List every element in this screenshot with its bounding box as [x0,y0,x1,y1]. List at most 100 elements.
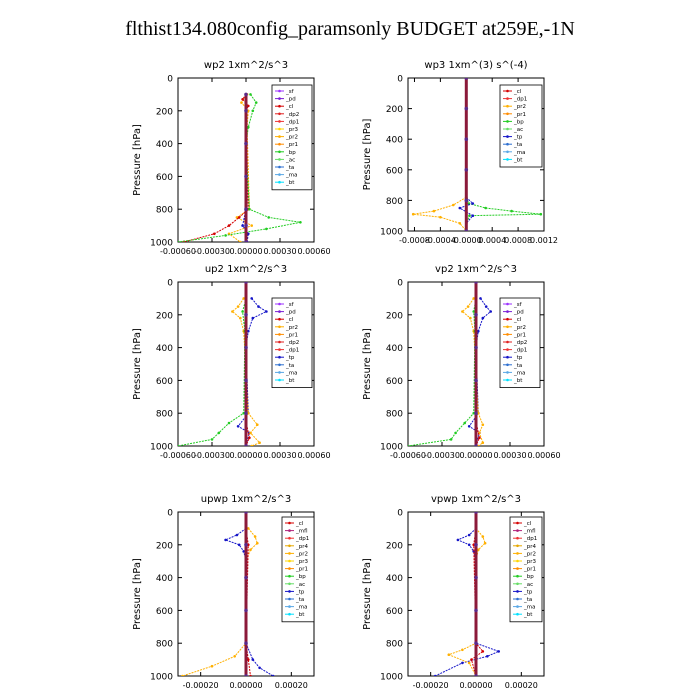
legend-marker [288,552,291,555]
data-point [456,538,460,542]
legend-label: _pr3 [285,127,299,133]
data-point [247,232,250,236]
data-point [265,310,268,313]
data-point [265,227,268,231]
data-point [244,378,248,383]
x-tick-label: 0.0008 [504,236,532,245]
y-axis-label: Pressure [hPa] [362,328,373,400]
data-point [244,674,248,676]
legend-marker [288,582,291,586]
legend-label: _pr2 [513,325,526,331]
legend-label: _ta [513,142,522,148]
legend-label: _pr1 [513,112,526,118]
data-point [244,411,248,416]
legend-marker [516,552,519,555]
data-point [251,109,255,113]
x-tick-label: -0.0000 [451,236,482,245]
data-point [249,93,252,96]
x-tick-label: -0.00020 [183,681,219,690]
series-line-tp [224,527,274,676]
data-point [244,313,248,317]
legend-marker [506,371,509,374]
y-tick-label: 0 [397,75,403,85]
legend-label: _pr4 [295,544,309,550]
legend-marker [288,590,291,593]
legend-label: _pr2 [285,325,298,331]
data-point [481,316,485,320]
legend-marker [288,521,291,525]
legend-marker [278,302,281,306]
data-point [244,575,248,580]
legend-label: _sf [285,302,295,308]
y-axis-label: Pressure [hPa] [362,119,373,191]
legend-label: _dp1 [513,348,527,354]
legend-marker [278,104,281,108]
legend-marker [506,120,509,123]
data-point [217,431,221,435]
y-tick-label: 600 [156,607,173,617]
legend-marker [506,348,509,351]
legend-marker [278,135,281,138]
legend-label: _bt [513,378,523,384]
legend-marker [278,340,281,344]
page-title: flthist134.080config_paramsonly BUDGET a… [125,18,575,40]
data-point [244,223,248,228]
y-tick-label: 800 [156,206,173,216]
legend-marker [506,158,509,161]
y-tick-label: 1000 [150,673,173,683]
x-tick-label: 0.00000 [229,451,262,460]
legend-marker [516,567,519,570]
data-point [458,206,462,210]
x-tick-label: 0.00030 [263,451,296,460]
data-point [458,222,462,225]
x-tick-label: 0.00020 [505,681,538,690]
data-point [432,209,436,213]
data-point [258,441,261,445]
data-point [257,305,260,308]
legend-label: _pr2 [523,551,536,557]
legend-label: _pr1 [513,332,526,338]
data-point [481,423,485,427]
x-tick-label: -0.00020 [413,681,449,690]
data-point [248,207,251,211]
data-point [474,411,478,416]
data-point [253,535,257,538]
legend-marker [288,529,291,532]
chart-panel-3: up2 1xm^2/s^3 Pressure [hPa] 0 200 400 600 800… [132,264,331,460]
x-tick-label: -0.00060 [160,247,196,256]
y-tick-label: 200 [156,311,173,321]
data-point [439,215,442,219]
data-point [244,641,248,645]
legend-marker [516,582,519,586]
data-point [244,444,248,446]
series-line-bp [465,197,541,231]
legend-marker [288,567,291,570]
data-point [227,421,231,425]
data-point [249,431,252,435]
legend-marker [516,597,519,601]
legend-label: _pr1 [285,142,298,148]
legend-label: _ma [523,605,535,611]
legend-label: _sf [285,89,295,95]
legend-label: _cl [285,104,294,110]
legend-marker [516,612,519,616]
legend-marker [506,317,509,321]
data-point [433,674,437,676]
series-group [408,282,493,446]
data-point [242,550,245,553]
x-tick-label: 0.00060 [527,451,560,460]
legend-marker [278,97,281,100]
data-point [474,575,478,580]
legend-marker [506,97,509,100]
legend-marker [506,104,509,108]
legend-label: _pr2 [513,104,526,110]
y-tick-label: 1000 [380,673,403,683]
y-axis-label: Pressure [hPa] [132,124,143,196]
data-point [497,650,501,653]
legend-label: _cl [523,521,532,527]
legend-marker [506,135,509,138]
y-tick-label: 0 [397,509,403,519]
legend-label: _bt [285,180,295,186]
y-tick-label: 1000 [380,443,403,453]
